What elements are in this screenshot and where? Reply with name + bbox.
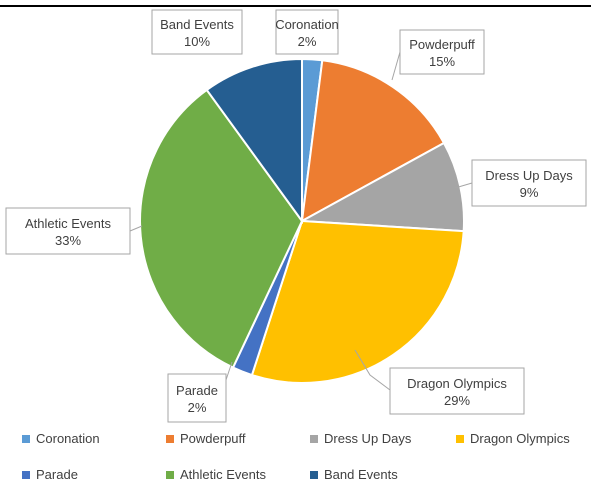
data-label-category: Powderpuff xyxy=(409,37,475,52)
leader-line-parade xyxy=(225,361,233,381)
data-label-category: Coronation xyxy=(275,17,339,32)
slice-dress-up-days xyxy=(298,141,465,233)
data-label-coronation: Coronation 2% xyxy=(275,9,339,55)
callout-box xyxy=(167,373,227,423)
data-label-value: 2% xyxy=(298,34,317,49)
data-label-dress-up-days: Dress Up Days 9% xyxy=(471,159,587,207)
data-label-value: 33% xyxy=(55,233,81,248)
data-label-powderpuff: Powderpuff 15% xyxy=(399,29,485,75)
callout-box xyxy=(471,159,587,207)
leader-line-dragon-olympics xyxy=(354,349,391,391)
data-label-category: Dress Up Days xyxy=(485,168,573,183)
data-label-dragon-olympics: Dragon Olympics 29% xyxy=(389,367,525,415)
data-label-value: 9% xyxy=(520,185,539,200)
leader-lines xyxy=(129,51,473,391)
callout-box xyxy=(399,29,485,75)
data-label-value: 15% xyxy=(429,54,455,69)
data-label-category: Dragon Olympics xyxy=(407,376,507,391)
callout-box xyxy=(5,207,131,255)
data-label-parade: Parade 2% xyxy=(167,373,227,423)
data-label-category: Athletic Events xyxy=(25,216,111,231)
callout-box xyxy=(151,9,243,55)
data-label-category: Band Events xyxy=(160,17,234,32)
data-label-value: 10% xyxy=(184,34,210,49)
data-labels: Coronation 2% Powderpuff 15% Dress Up Days 9%… xyxy=(5,9,587,423)
data-label-band-events: Band Events 10% xyxy=(151,9,243,55)
slice-powderpuff xyxy=(300,59,446,223)
slice-athletic-events xyxy=(139,88,304,369)
slice-dragon-olympics xyxy=(250,219,465,384)
slice-band-events xyxy=(205,57,303,225)
leader-line-athletic-events xyxy=(129,225,143,232)
leader-line-powderpuff xyxy=(391,51,401,81)
data-label-athletic-events: Athletic Events 33% xyxy=(5,207,131,255)
data-label-value: 2% xyxy=(188,400,207,415)
callout-box xyxy=(275,9,339,55)
leader-line-dress-up-days xyxy=(454,182,473,189)
data-label-value: 29% xyxy=(444,393,470,408)
pie-slices xyxy=(139,57,465,384)
top-border xyxy=(0,0,591,7)
callout-box xyxy=(389,367,525,415)
data-label-category: Parade xyxy=(176,383,218,398)
